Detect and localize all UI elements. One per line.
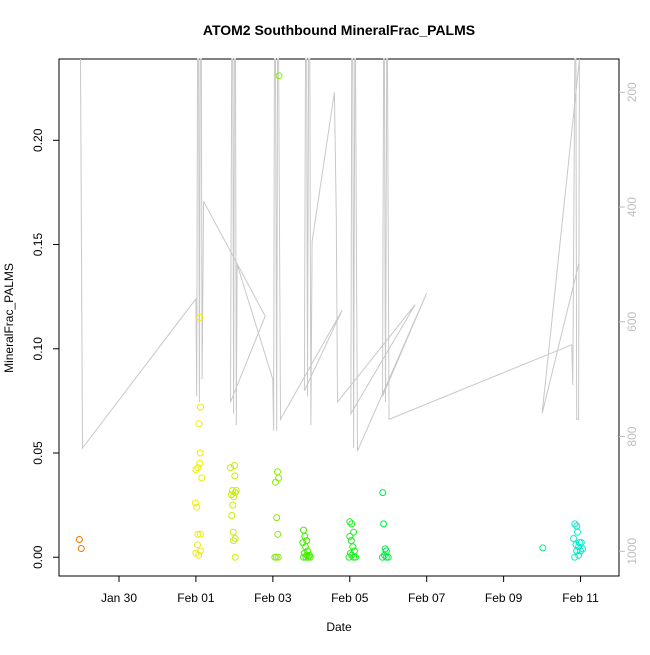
altitude-line-layer bbox=[80, 58, 580, 452]
data-point bbox=[382, 553, 390, 561]
data-point bbox=[195, 551, 203, 559]
right-tick-label: 1000 bbox=[625, 538, 639, 565]
data-point bbox=[575, 543, 583, 551]
right-tick-label: 800 bbox=[625, 426, 639, 446]
data-point bbox=[570, 535, 578, 542]
data-point bbox=[197, 530, 204, 538]
data-point bbox=[346, 518, 354, 526]
x-tick-label: Jan 30 bbox=[101, 591, 137, 605]
data-point bbox=[230, 493, 238, 501]
y-tick-label: 0.15 bbox=[31, 233, 45, 257]
data-point bbox=[197, 403, 204, 411]
data-point bbox=[232, 487, 240, 494]
x-tick-label: Feb 07 bbox=[408, 591, 446, 605]
data-point bbox=[350, 553, 358, 561]
data-point bbox=[575, 539, 583, 547]
x-tick-label: Feb 11 bbox=[562, 591, 599, 605]
data-point bbox=[574, 528, 581, 536]
data-point bbox=[379, 489, 387, 497]
data-point bbox=[196, 314, 204, 321]
data-point bbox=[301, 532, 309, 540]
right-tick-label: 600 bbox=[625, 311, 639, 331]
altitude-line bbox=[80, 58, 580, 452]
data-point bbox=[573, 547, 581, 555]
x-axis: Jan 30 Feb 01 Feb 03 Feb 05 Feb 07 Feb 09 Feb … bbox=[101, 576, 599, 605]
data-point bbox=[348, 520, 356, 528]
data-point bbox=[274, 530, 282, 538]
data-point bbox=[196, 449, 204, 457]
data-point bbox=[228, 512, 236, 519]
data-point bbox=[193, 503, 201, 511]
data-point bbox=[300, 526, 308, 534]
data-point bbox=[575, 551, 583, 559]
data-point bbox=[229, 501, 237, 509]
data-point bbox=[571, 553, 579, 561]
data-point bbox=[300, 553, 308, 561]
points-layer bbox=[75, 72, 586, 561]
data-point bbox=[380, 520, 388, 528]
data-point bbox=[304, 553, 312, 561]
y-tick-label: 0.20 bbox=[31, 128, 45, 152]
y-tick-label: 0.10 bbox=[31, 337, 45, 361]
data-point bbox=[227, 491, 235, 499]
data-point bbox=[571, 520, 579, 528]
data-point bbox=[272, 553, 280, 561]
right-tick-label: 200 bbox=[625, 82, 639, 102]
data-point bbox=[192, 499, 199, 507]
data-point bbox=[275, 72, 283, 80]
data-point bbox=[346, 532, 354, 540]
right-tick-label: 400 bbox=[625, 197, 639, 217]
data-point bbox=[198, 474, 206, 482]
data-point bbox=[384, 553, 392, 561]
data-point bbox=[231, 553, 239, 561]
y-tick-label: 0.00 bbox=[31, 545, 45, 569]
data-point bbox=[196, 459, 204, 467]
x-tick-label: Feb 01 bbox=[177, 591, 215, 605]
data-point bbox=[274, 553, 282, 561]
data-point bbox=[302, 553, 310, 561]
y-axis: 0.00 0.05 0.10 0.15 0.20 bbox=[31, 128, 59, 569]
data-point bbox=[306, 553, 314, 561]
y-tick-label: 0.05 bbox=[31, 441, 45, 465]
data-point bbox=[75, 536, 83, 543]
data-point bbox=[230, 462, 238, 469]
data-point bbox=[194, 530, 202, 538]
data-point bbox=[227, 464, 234, 472]
x-tick-label: Feb 09 bbox=[485, 591, 523, 605]
x-tick-label: Feb 05 bbox=[331, 591, 369, 605]
data-point bbox=[273, 514, 281, 522]
data-point bbox=[77, 545, 85, 552]
data-point bbox=[350, 528, 358, 536]
data-point bbox=[230, 537, 238, 545]
data-point bbox=[349, 543, 357, 551]
right-altitude-axis: 200 400 600 800 1000 bbox=[619, 82, 639, 565]
x-axis-label: Date bbox=[326, 620, 352, 634]
plot-frame bbox=[58, 58, 620, 577]
data-point bbox=[272, 478, 279, 486]
data-point bbox=[192, 466, 200, 474]
data-point bbox=[195, 420, 203, 428]
data-point bbox=[539, 544, 547, 552]
chart-title: ATOM2 Southbound MineralFrac_PALMS bbox=[203, 22, 475, 38]
data-point bbox=[231, 535, 239, 542]
data-point bbox=[194, 464, 202, 472]
data-point bbox=[229, 528, 237, 536]
x-tick-label: Feb 03 bbox=[254, 591, 292, 605]
data-point bbox=[347, 537, 355, 545]
data-point bbox=[577, 547, 584, 555]
data-point bbox=[231, 472, 239, 480]
y-axis-label: MineralFrac_PALMS bbox=[2, 263, 16, 373]
data-point bbox=[380, 551, 388, 559]
data-point bbox=[194, 541, 201, 549]
data-point bbox=[345, 553, 353, 561]
